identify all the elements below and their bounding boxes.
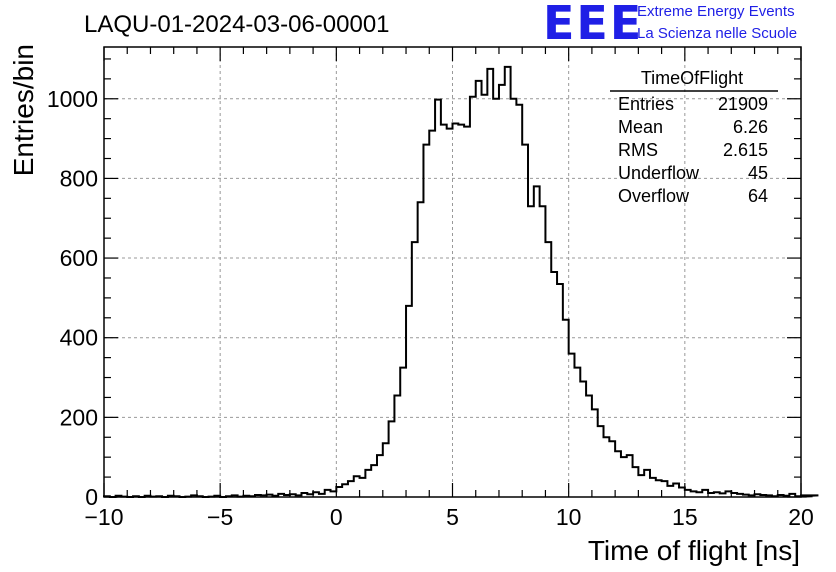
stats-row-label: Mean bbox=[618, 117, 663, 137]
stats-row-label: Underflow bbox=[618, 163, 700, 183]
stats-rows: Entries 21909 Mean 6.26 RMS 2.615 Underflow 45 O… bbox=[618, 94, 768, 206]
x-tick-label: −10 bbox=[84, 504, 123, 530]
x-tick-label: 10 bbox=[556, 504, 582, 530]
eee-logo-mark: EEE bbox=[543, 0, 644, 50]
x-tick-label: 0 bbox=[330, 504, 343, 530]
stats-row-value: 45 bbox=[748, 163, 768, 183]
y-tick-label: 1000 bbox=[47, 86, 98, 112]
stats-row-value: 2.615 bbox=[723, 140, 768, 160]
stats-row-value: 64 bbox=[748, 186, 768, 206]
stats-box-title: TimeOfFlight bbox=[641, 68, 743, 88]
stats-row-value: 21909 bbox=[718, 94, 768, 114]
x-tick-label: 5 bbox=[446, 504, 459, 530]
stats-row-label: RMS bbox=[618, 140, 658, 160]
y-tick-label: 200 bbox=[60, 404, 98, 430]
y-axis-label: Entries/bin bbox=[8, 44, 39, 176]
stats-row-value: 6.26 bbox=[733, 117, 768, 137]
histogram-series bbox=[103, 65, 819, 498]
x-tick-labels: −10 −5 0 5 10 15 20 bbox=[84, 504, 813, 530]
y-tick-labels: 0 200 400 600 800 1000 bbox=[47, 86, 98, 510]
y-tick-label: 400 bbox=[60, 325, 98, 351]
x-tick-label: −5 bbox=[207, 504, 233, 530]
stats-box: TimeOfFlight Entries 21909 Mean 6.26 RMS 2.61… bbox=[610, 68, 778, 206]
axis-ticks bbox=[103, 47, 802, 498]
logo-line-1: Extreme Energy Events bbox=[637, 3, 795, 20]
x-axis-label: Time of flight [ns] bbox=[588, 535, 800, 566]
stats-row-label: Overflow bbox=[618, 186, 690, 206]
logo-line-2: La Scienza nelle Scuole bbox=[637, 25, 798, 42]
x-tick-label: 15 bbox=[672, 504, 698, 530]
grid bbox=[104, 47, 801, 497]
chart-title: LAQU-01-2024-03-06-00001 bbox=[84, 11, 390, 38]
y-tick-label: 0 bbox=[85, 484, 98, 510]
y-tick-label: 800 bbox=[60, 165, 98, 191]
x-tick-label: 20 bbox=[788, 504, 814, 530]
y-tick-label: 600 bbox=[60, 245, 98, 271]
stats-row-label: Entries bbox=[618, 94, 674, 114]
